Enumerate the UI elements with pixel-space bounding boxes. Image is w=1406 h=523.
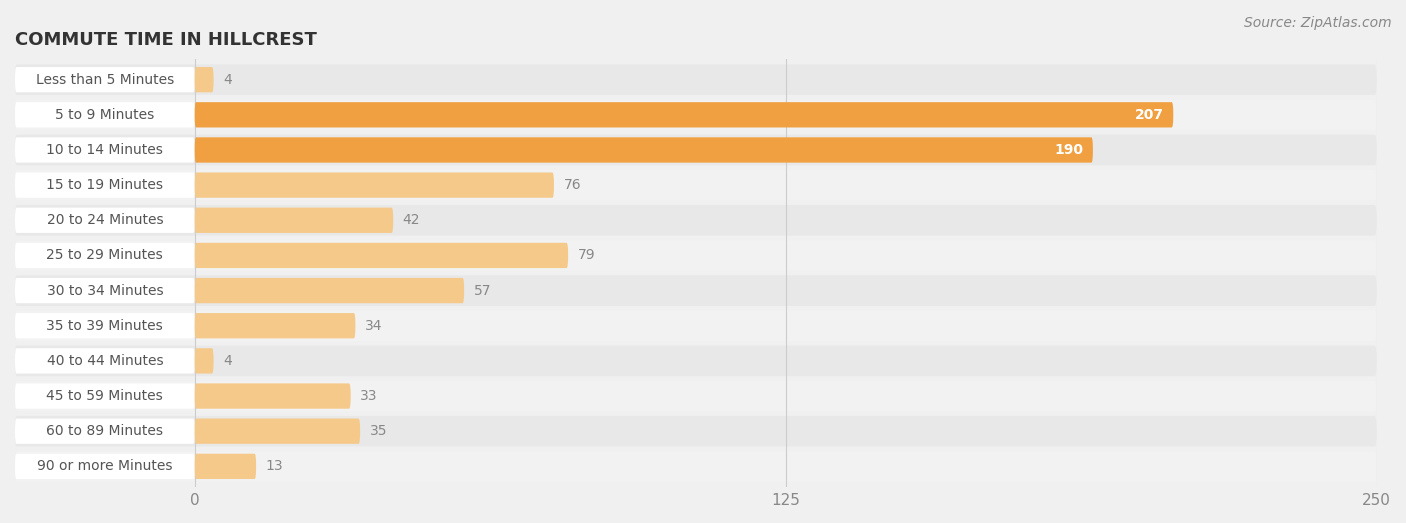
- FancyBboxPatch shape: [15, 135, 1376, 165]
- FancyBboxPatch shape: [15, 67, 194, 93]
- FancyBboxPatch shape: [15, 346, 1376, 376]
- FancyBboxPatch shape: [15, 313, 194, 338]
- Text: 20 to 24 Minutes: 20 to 24 Minutes: [46, 213, 163, 228]
- Text: Less than 5 Minutes: Less than 5 Minutes: [35, 73, 174, 87]
- FancyBboxPatch shape: [15, 275, 1376, 306]
- Text: 4: 4: [224, 354, 232, 368]
- FancyBboxPatch shape: [194, 243, 568, 268]
- FancyBboxPatch shape: [15, 138, 194, 163]
- FancyBboxPatch shape: [194, 208, 394, 233]
- FancyBboxPatch shape: [194, 138, 1092, 163]
- FancyBboxPatch shape: [194, 453, 256, 479]
- FancyBboxPatch shape: [15, 416, 1376, 447]
- FancyBboxPatch shape: [15, 243, 194, 268]
- FancyBboxPatch shape: [194, 102, 1173, 128]
- FancyBboxPatch shape: [15, 278, 194, 303]
- Text: Source: ZipAtlas.com: Source: ZipAtlas.com: [1244, 16, 1392, 30]
- Text: 15 to 19 Minutes: 15 to 19 Minutes: [46, 178, 163, 192]
- FancyBboxPatch shape: [194, 67, 214, 93]
- FancyBboxPatch shape: [15, 99, 1376, 130]
- Text: 10 to 14 Minutes: 10 to 14 Minutes: [46, 143, 163, 157]
- FancyBboxPatch shape: [194, 278, 464, 303]
- FancyBboxPatch shape: [15, 451, 1376, 482]
- FancyBboxPatch shape: [15, 170, 1376, 200]
- FancyBboxPatch shape: [15, 453, 194, 479]
- Text: 25 to 29 Minutes: 25 to 29 Minutes: [46, 248, 163, 263]
- FancyBboxPatch shape: [15, 381, 1376, 411]
- FancyBboxPatch shape: [15, 102, 194, 128]
- FancyBboxPatch shape: [194, 313, 356, 338]
- Text: 5 to 9 Minutes: 5 to 9 Minutes: [55, 108, 155, 122]
- Text: 40 to 44 Minutes: 40 to 44 Minutes: [46, 354, 163, 368]
- Text: 30 to 34 Minutes: 30 to 34 Minutes: [46, 283, 163, 298]
- FancyBboxPatch shape: [15, 418, 194, 444]
- Text: COMMUTE TIME IN HILLCREST: COMMUTE TIME IN HILLCREST: [15, 31, 316, 49]
- Text: 60 to 89 Minutes: 60 to 89 Minutes: [46, 424, 163, 438]
- Text: 34: 34: [364, 319, 382, 333]
- FancyBboxPatch shape: [15, 208, 194, 233]
- Text: 207: 207: [1135, 108, 1164, 122]
- Text: 45 to 59 Minutes: 45 to 59 Minutes: [46, 389, 163, 403]
- Text: 79: 79: [578, 248, 595, 263]
- FancyBboxPatch shape: [15, 173, 194, 198]
- FancyBboxPatch shape: [15, 64, 1376, 95]
- Text: 42: 42: [402, 213, 420, 228]
- FancyBboxPatch shape: [15, 240, 1376, 271]
- FancyBboxPatch shape: [15, 383, 194, 408]
- FancyBboxPatch shape: [15, 205, 1376, 235]
- Text: 190: 190: [1054, 143, 1084, 157]
- FancyBboxPatch shape: [194, 418, 360, 444]
- Text: 33: 33: [360, 389, 378, 403]
- FancyBboxPatch shape: [194, 348, 214, 373]
- Text: 4: 4: [224, 73, 232, 87]
- FancyBboxPatch shape: [15, 311, 1376, 341]
- Text: 35 to 39 Minutes: 35 to 39 Minutes: [46, 319, 163, 333]
- Text: 57: 57: [474, 283, 491, 298]
- Text: 76: 76: [564, 178, 581, 192]
- Text: 90 or more Minutes: 90 or more Minutes: [37, 459, 173, 473]
- FancyBboxPatch shape: [194, 173, 554, 198]
- Text: 35: 35: [370, 424, 387, 438]
- Text: 13: 13: [266, 459, 283, 473]
- FancyBboxPatch shape: [194, 383, 350, 408]
- FancyBboxPatch shape: [15, 348, 194, 373]
